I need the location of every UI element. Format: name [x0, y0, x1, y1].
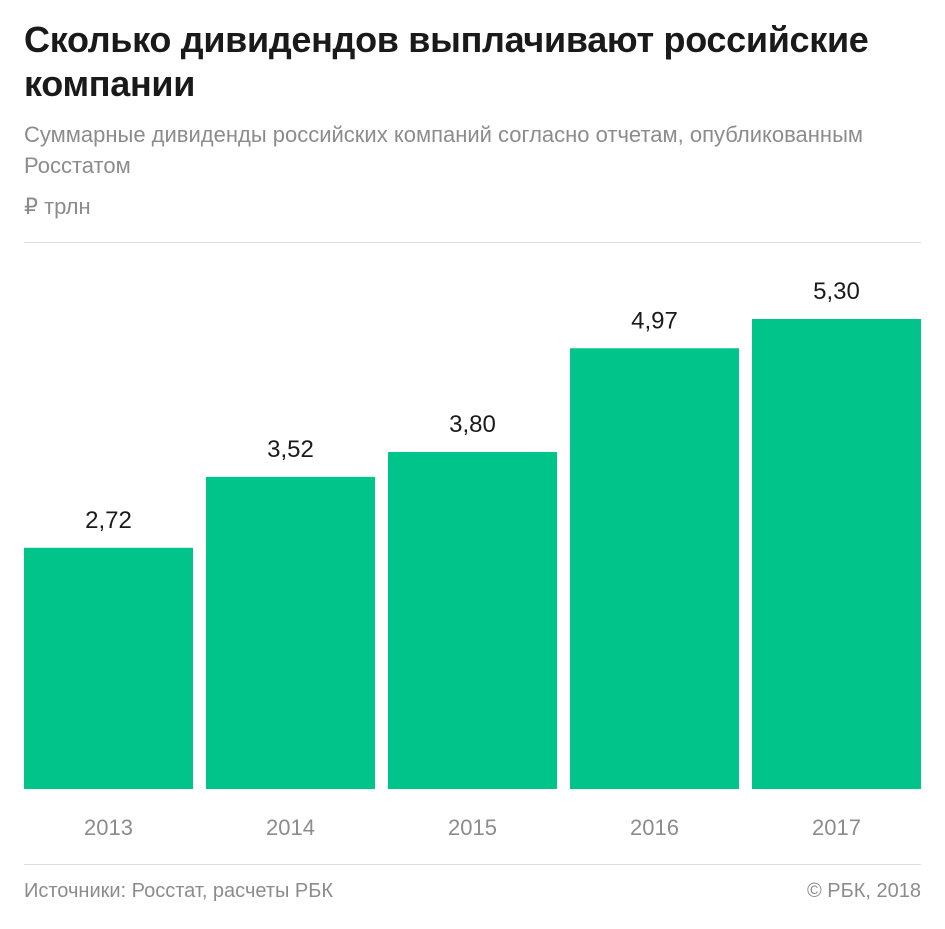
bar-2014 [206, 476, 375, 789]
value-label-2017: 5,30 [813, 278, 860, 305]
chart-subtitle: Суммарные дивиденды российских компаний … [24, 122, 864, 178]
source-note: Источники: Росстат, расчеты РБК [24, 880, 334, 902]
value-label-2016: 4,97 [631, 307, 678, 334]
bar-2015 [388, 452, 557, 789]
x-tick-2016: 2016 [630, 815, 679, 840]
top-divider [24, 242, 921, 243]
x-tick-2015: 2015 [448, 815, 497, 840]
value-label-2014: 3,52 [267, 436, 314, 463]
x-tick-2013: 2013 [84, 815, 133, 840]
unit-label: ₽ трлн [24, 194, 91, 219]
bar-2016 [570, 348, 739, 789]
chart-title: Сколько дивидендов выплачивают российски… [24, 19, 869, 104]
copyright-note: © РБК, 2018 [806, 880, 921, 902]
x-tick-2014: 2014 [266, 815, 315, 840]
value-label-2013: 2,72 [85, 507, 132, 534]
bar-2017 [752, 319, 921, 789]
bar-2013 [24, 547, 193, 789]
x-tick-2017: 2017 [812, 815, 861, 840]
bar-chart: 2,72 2013 3,52 2014 3,80 2015 4,97 2016 5,30 2017 [24, 278, 921, 840]
value-label-2015: 3,80 [449, 411, 496, 438]
bottom-divider [24, 864, 921, 865]
